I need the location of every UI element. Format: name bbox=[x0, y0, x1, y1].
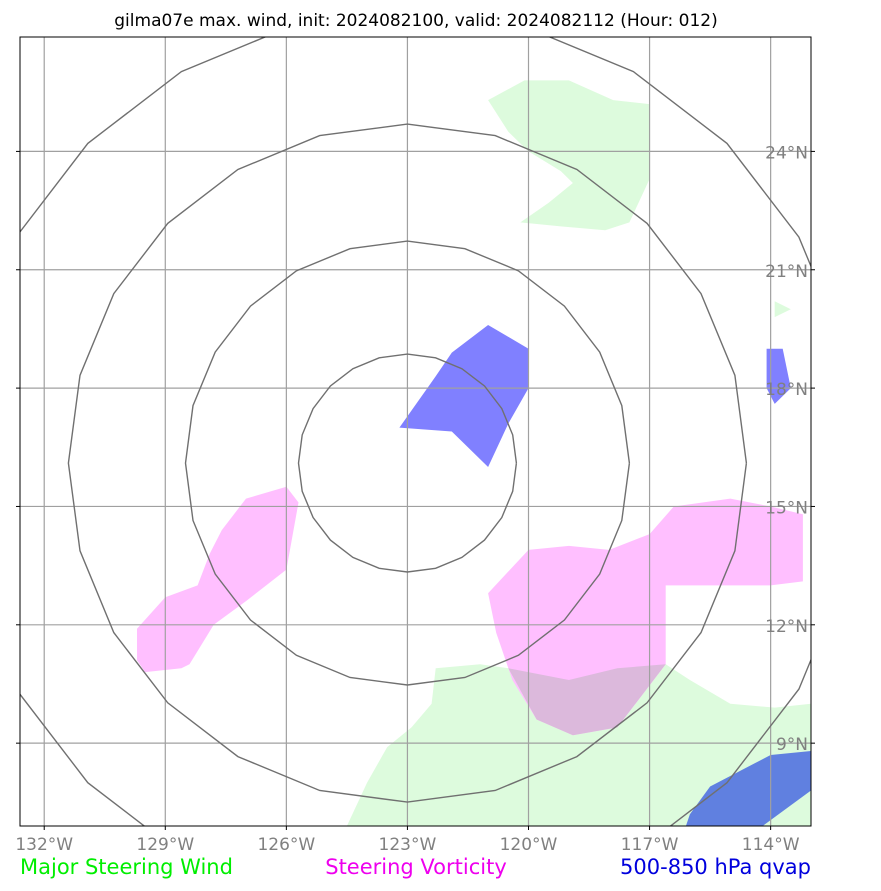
legend-item-steering-wind: Major Steering Wind bbox=[20, 855, 233, 879]
y-tick-label: 12°N bbox=[765, 617, 808, 637]
x-tick-label: 123°W bbox=[379, 835, 437, 855]
y-tick-label: 24°N bbox=[765, 143, 808, 163]
x-tick-label: 126°W bbox=[257, 835, 315, 855]
y-tick-label: 18°N bbox=[765, 380, 808, 400]
plot-frame bbox=[19, 36, 812, 827]
x-axis-ticks: 132°W 129°W 126°W 123°W 120°W 117°W 114°W bbox=[15, 826, 800, 855]
x-tick-label: 117°W bbox=[621, 835, 679, 855]
range-rings bbox=[20, 37, 811, 826]
legend: Major Steering Wind Steering Vorticity 5… bbox=[20, 855, 811, 879]
layer-vorticity-polygon-1 bbox=[488, 498, 803, 736]
x-tick-label: 114°W bbox=[742, 835, 800, 855]
legend-item-qvap: 500-850 hPa qvap bbox=[620, 855, 811, 879]
y-axis-ticks: 9°N 12°N 15°N 18°N 21°N 24°N bbox=[16, 143, 815, 755]
plot-area bbox=[20, 37, 811, 826]
chart-title: gilma07e max. wind, init: 2024082100, va… bbox=[114, 11, 717, 31]
y-tick-label: 21°N bbox=[765, 262, 808, 282]
x-tick-label: 120°W bbox=[500, 835, 558, 855]
layer-qvap-polygon-1 bbox=[766, 348, 791, 404]
layer-overlap-polygon-0 bbox=[508, 664, 666, 736]
layer-vorticity-polygon-0 bbox=[137, 486, 299, 673]
layer-qvap_dark-polygon-0 bbox=[685, 751, 811, 826]
x-tick-label: 129°W bbox=[136, 835, 194, 855]
y-tick-label: 9°N bbox=[776, 735, 808, 755]
layer-wind-polygon-1 bbox=[774, 301, 791, 318]
x-tick-label: 132°W bbox=[15, 835, 73, 855]
range-ring bbox=[297, 353, 518, 573]
legend-item-steering-vorticity: Steering Vorticity bbox=[325, 855, 507, 879]
layer-qvap-polygon-0 bbox=[399, 325, 529, 467]
range-ring bbox=[20, 37, 811, 826]
y-tick-label: 15°N bbox=[765, 498, 808, 518]
range-ring bbox=[67, 123, 748, 803]
data-layers bbox=[137, 80, 811, 826]
range-ring bbox=[184, 240, 631, 686]
layer-wind-polygon-2 bbox=[346, 664, 811, 826]
gridlines bbox=[20, 37, 811, 826]
